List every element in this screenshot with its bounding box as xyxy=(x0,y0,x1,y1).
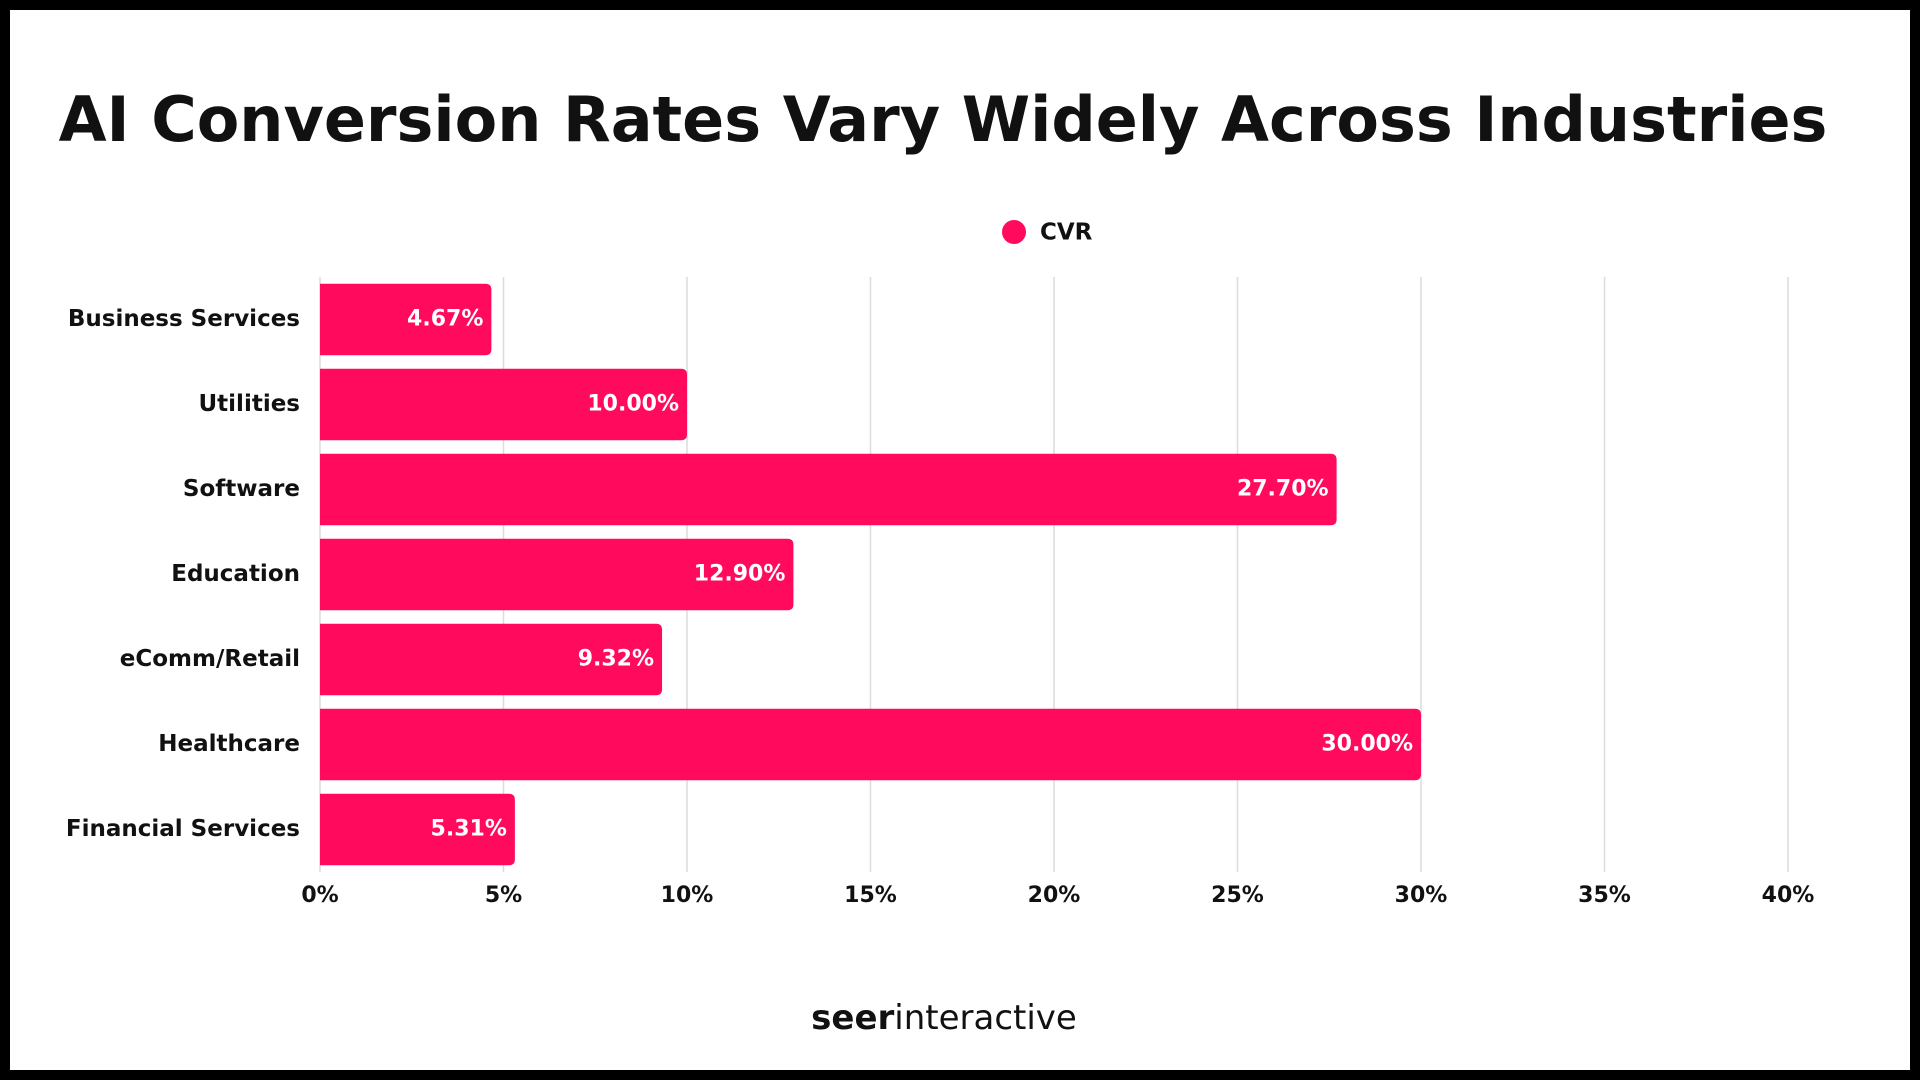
y-tick-label: Healthcare xyxy=(158,731,300,757)
y-tick-label: eComm/Retail xyxy=(120,646,300,672)
y-tick-label: Education xyxy=(171,561,300,587)
bar xyxy=(320,283,492,356)
footer-brand: seerinteractive xyxy=(811,998,1077,1038)
value-label: 12.90% xyxy=(694,562,786,587)
x-tick-label: 35% xyxy=(1578,883,1631,908)
x-tick-label: 5% xyxy=(485,883,522,908)
bar xyxy=(320,368,687,441)
value-label: 27.70% xyxy=(1237,477,1329,502)
x-tick-label: 30% xyxy=(1395,883,1448,908)
value-label: 5.31% xyxy=(431,817,507,842)
bar xyxy=(320,453,1337,526)
y-tick-label: Business Services xyxy=(68,306,300,332)
value-label: 10.00% xyxy=(587,392,679,417)
value-label: 4.67% xyxy=(407,307,483,332)
brand-bold: seer xyxy=(811,998,894,1038)
bar xyxy=(320,623,663,696)
x-tick-label: 0% xyxy=(301,883,338,908)
y-tick-label: Financial Services xyxy=(66,816,300,842)
x-tick-label: 15% xyxy=(844,883,897,908)
y-tick-label: Software xyxy=(183,476,300,502)
bar xyxy=(320,538,794,611)
y-tick-label: Utilities xyxy=(199,391,301,417)
value-label: 9.32% xyxy=(578,647,654,672)
bar xyxy=(320,793,515,866)
chart-title: AI Conversion Rates Vary Widely Across I… xyxy=(59,83,1828,156)
value-label: 30.00% xyxy=(1321,732,1413,757)
bar xyxy=(320,708,1421,781)
x-tick-label: 20% xyxy=(1028,883,1081,908)
legend-marker xyxy=(1002,220,1026,244)
brand-regular: interactive xyxy=(894,998,1077,1038)
background xyxy=(10,10,1910,1070)
legend-label: CVR xyxy=(1040,220,1093,246)
x-tick-label: 40% xyxy=(1762,883,1815,908)
x-tick-label: 10% xyxy=(661,883,714,908)
x-tick-label: 25% xyxy=(1211,883,1264,908)
